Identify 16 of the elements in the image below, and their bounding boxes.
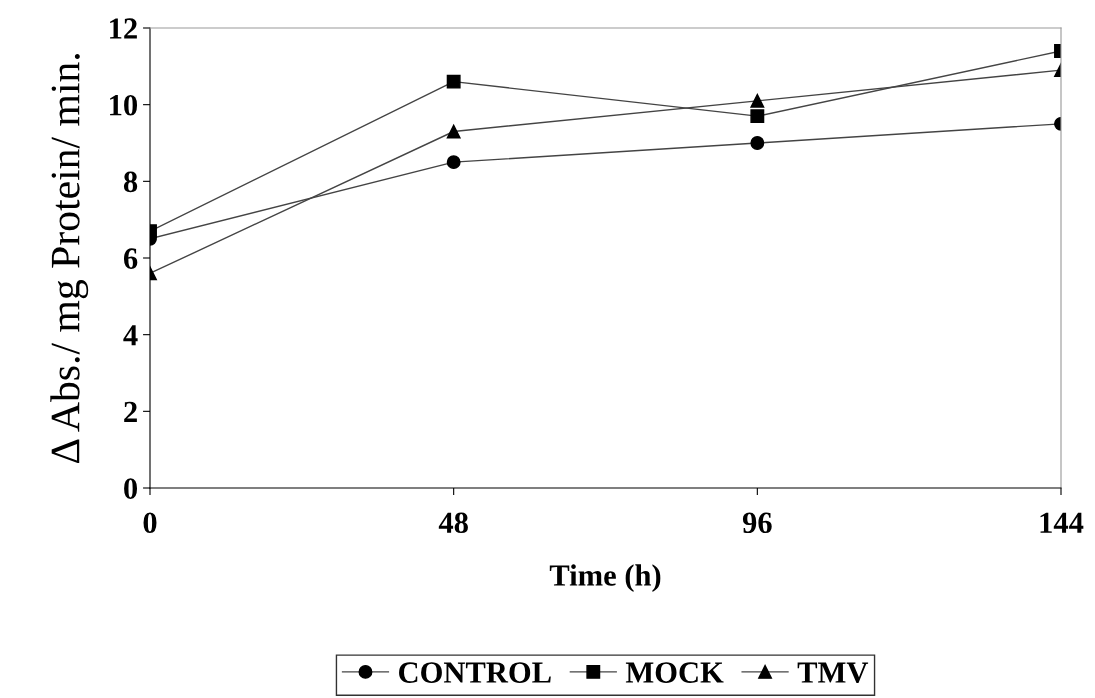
x-tick-label: 96: [742, 512, 772, 534]
y-tick-label: 6: [123, 248, 138, 269]
legend-label: MOCK: [625, 662, 724, 683]
legend-label: TMV: [797, 662, 869, 684]
y-tick-label: 10: [110, 94, 138, 116]
y-tick-label: 12: [110, 18, 137, 39]
y-axis-title: Δ Abs./ mg Protein/ min.: [50, 54, 89, 464]
y-tick-label: 0: [124, 478, 138, 499]
y-tick-label: 4: [123, 325, 138, 346]
legend-label: CONTROL: [399, 662, 551, 683]
y-tick-label: 8: [123, 171, 138, 193]
y-tick-label: 2: [124, 401, 137, 422]
x-tick-label: 48: [438, 512, 468, 534]
x-axis-title: Time (h): [549, 564, 661, 593]
x-tick-label: 144: [1040, 512, 1084, 533]
x-tick-label: 0: [143, 512, 157, 534]
